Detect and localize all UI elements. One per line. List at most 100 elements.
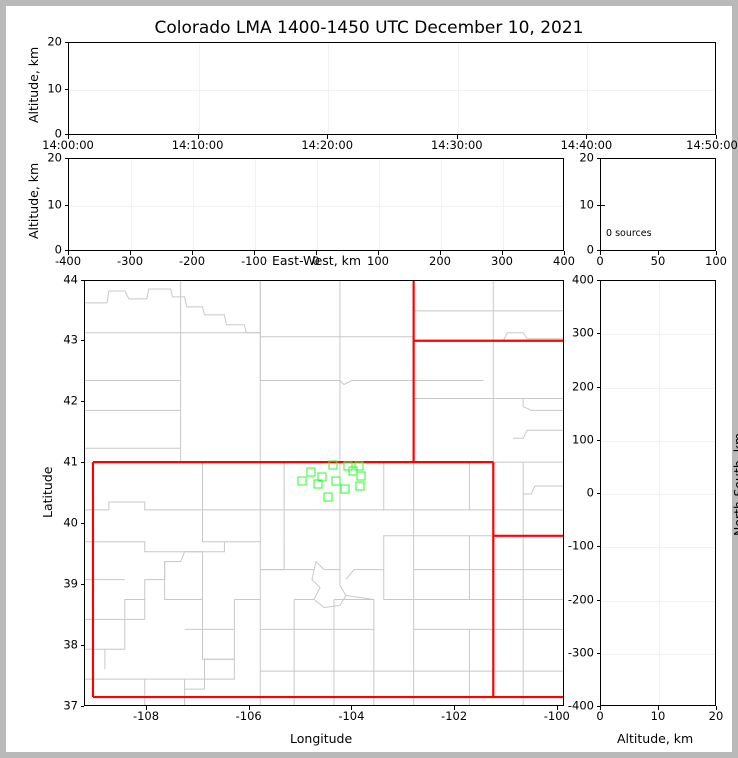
ytick-label: 200 xyxy=(572,378,594,393)
axis-tick xyxy=(564,251,565,255)
source-count-label: 0 sources xyxy=(606,228,652,239)
lma-station-marker xyxy=(306,467,316,477)
lma-station-marker xyxy=(323,492,333,502)
axis-label-altitude: Altitude, km xyxy=(26,46,41,123)
ytick-label: 0 xyxy=(54,242,62,257)
map-geometry xyxy=(85,281,563,705)
xtick-label: 14:30:00 xyxy=(430,138,483,152)
axis-tick xyxy=(596,386,600,388)
xtick-label: 200 xyxy=(429,254,451,268)
xtick-label: -400 xyxy=(54,254,82,268)
gridline xyxy=(255,159,256,250)
ytick-label: 300 xyxy=(572,325,594,340)
ytick-label: 41 xyxy=(63,454,78,469)
axis-tick xyxy=(502,251,503,255)
axis-tick xyxy=(586,135,588,139)
xtick-label: 0 xyxy=(596,254,604,268)
xtick-label: -106 xyxy=(235,709,262,723)
gridline xyxy=(457,43,459,134)
axis-tick xyxy=(64,88,68,90)
ytick-label: -100 xyxy=(567,538,594,553)
gridline xyxy=(601,600,715,602)
axis-tick xyxy=(80,462,84,463)
axis-label-altitude-bottom: Altitude, km xyxy=(617,731,694,746)
axis-tick xyxy=(64,134,68,135)
axis-tick xyxy=(80,706,84,707)
xtick-label: 14:00:00 xyxy=(42,138,94,152)
axis-tick xyxy=(80,280,84,281)
panel-map[interactable] xyxy=(84,280,564,706)
axis-tick xyxy=(456,135,458,139)
xtick-label: 10 xyxy=(650,709,666,723)
xtick-label: 100 xyxy=(367,254,389,268)
gridline xyxy=(441,159,442,250)
axis-tick xyxy=(596,439,600,441)
ytick-label: 10 xyxy=(579,196,594,211)
gridline xyxy=(328,43,330,134)
ytick-label: 42 xyxy=(63,393,78,408)
gridline xyxy=(379,159,380,250)
axis-tick xyxy=(596,546,600,548)
gridline xyxy=(69,205,563,207)
xtick-label: 300 xyxy=(491,254,513,268)
xtick-label: 100 xyxy=(705,254,727,268)
lma-station-marker xyxy=(343,461,353,471)
xtick-label: -104 xyxy=(338,709,365,723)
xtick-label: 20 xyxy=(708,709,724,723)
axis-tick xyxy=(64,42,68,43)
ytick-label: 0 xyxy=(586,485,594,500)
axis-tick xyxy=(440,251,441,255)
lma-source-markers xyxy=(85,281,563,705)
xtick-label: -100 xyxy=(240,254,268,268)
axis-tick xyxy=(378,251,379,255)
axis-tick xyxy=(68,251,69,255)
lma-station-marker xyxy=(313,479,323,489)
lma-station-marker xyxy=(340,484,350,494)
lma-station-marker xyxy=(348,466,358,476)
ytick-label: 400 xyxy=(572,272,594,287)
xtick-label: -300 xyxy=(116,254,144,268)
panel-eastwest-altitude xyxy=(68,158,564,251)
gridline xyxy=(601,494,715,495)
ytick-label: 40 xyxy=(63,515,78,530)
gridline xyxy=(193,159,194,250)
axis-tick xyxy=(254,251,255,255)
gridline xyxy=(587,43,589,134)
lma-station-marker xyxy=(297,476,307,486)
axis-tick xyxy=(351,706,353,710)
axis-tick xyxy=(130,251,131,255)
ytick-label: 44 xyxy=(63,272,78,287)
gridline xyxy=(659,281,660,705)
gridline xyxy=(503,159,504,250)
axis-tick xyxy=(146,706,147,710)
gridline xyxy=(601,387,715,389)
ytick-label: 43 xyxy=(63,332,78,347)
axis-label-altitude: Altitude, km xyxy=(26,162,41,239)
ytick-label: 0 xyxy=(54,126,62,141)
ytick-label: 38 xyxy=(63,637,78,652)
axis-tick xyxy=(80,340,84,341)
ytick-label: -200 xyxy=(567,591,594,606)
gridline xyxy=(601,440,715,442)
lma-station-marker xyxy=(331,476,341,486)
ytick-label: 20 xyxy=(579,150,594,165)
axis-tick xyxy=(454,706,456,710)
axis-tick xyxy=(80,584,84,585)
gridline xyxy=(69,89,715,91)
xtick-label: 14:10:00 xyxy=(171,138,224,152)
xtick-label: 14:40:00 xyxy=(560,138,613,152)
axis-tick xyxy=(596,158,600,159)
xtick-label: 50 xyxy=(650,254,666,268)
axis-tick xyxy=(596,706,600,707)
ytick-label: -400 xyxy=(567,698,594,713)
panel-source-histogram: 0 sources xyxy=(600,158,716,251)
axis-tick xyxy=(596,493,600,494)
ytick-label: 100 xyxy=(572,432,594,446)
axis-tick xyxy=(64,158,68,159)
axis-tick xyxy=(716,135,717,139)
axis-tick xyxy=(596,333,600,335)
axis-tick xyxy=(248,706,250,710)
gridline xyxy=(601,547,715,549)
xtick-label: 0 xyxy=(312,254,320,268)
